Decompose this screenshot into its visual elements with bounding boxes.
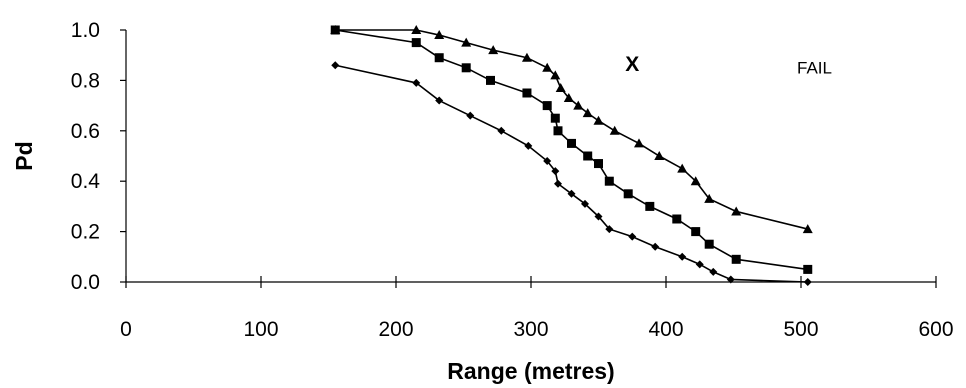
data-point-square bbox=[645, 201, 655, 211]
x-tick-label: 0 bbox=[120, 318, 132, 341]
x-tick-label: 200 bbox=[378, 318, 413, 341]
data-point-square bbox=[330, 25, 340, 35]
data-point-triangle bbox=[550, 70, 561, 80]
data-point-square bbox=[623, 189, 633, 199]
data-point-diamond bbox=[628, 232, 637, 241]
data-point-square bbox=[803, 264, 813, 274]
data-point-diamond bbox=[497, 126, 506, 135]
x-tick-label: 600 bbox=[918, 318, 953, 341]
data-point-diamond bbox=[605, 225, 614, 234]
data-point-diamond bbox=[678, 252, 687, 261]
data-point-square bbox=[486, 75, 495, 85]
data-point-diamond bbox=[551, 167, 560, 176]
data-point-triangle bbox=[677, 163, 688, 173]
data-point-triangle bbox=[555, 82, 566, 92]
data-point-square bbox=[434, 53, 444, 63]
y-tick-label: 0.2 bbox=[71, 221, 100, 244]
data-point-diamond bbox=[709, 267, 718, 276]
data-point-triangle bbox=[802, 224, 813, 234]
annotation-label: FAIL bbox=[797, 58, 832, 77]
x-tick-label: 400 bbox=[648, 318, 683, 341]
y-tick-label: 0.4 bbox=[71, 170, 101, 193]
series-line-diamond bbox=[335, 64, 808, 283]
data-point-triangle bbox=[461, 37, 472, 47]
data-point-triangle bbox=[521, 52, 532, 62]
data-point-diamond bbox=[651, 242, 660, 251]
data-point-diamond bbox=[412, 78, 421, 87]
series-layer bbox=[330, 25, 813, 286]
data-point-triangle bbox=[654, 151, 665, 160]
data-point-triangle bbox=[634, 138, 644, 148]
data-point-diamond bbox=[581, 199, 589, 208]
data-point-triangle bbox=[731, 206, 742, 216]
data-point-square bbox=[583, 151, 593, 161]
data-point-square bbox=[691, 227, 701, 237]
y-axis-title: Pd bbox=[11, 141, 37, 170]
data-point-diamond bbox=[594, 212, 603, 221]
data-point-diamond bbox=[695, 260, 704, 269]
data-point-triangle bbox=[573, 100, 584, 110]
data-point-square bbox=[522, 88, 532, 98]
series-line-square bbox=[335, 29, 808, 271]
x-axis-title: Range (metres) bbox=[447, 358, 614, 384]
data-point-triangle bbox=[542, 62, 553, 72]
y-tick-label: 0.6 bbox=[71, 120, 100, 143]
data-point-square bbox=[553, 126, 563, 136]
data-point-diamond bbox=[524, 141, 533, 150]
data-point-diamond bbox=[803, 278, 812, 286]
x-tick-label: 100 bbox=[243, 318, 278, 341]
data-point-triangle bbox=[411, 25, 422, 34]
data-point-triangle bbox=[488, 45, 499, 55]
data-point-diamond bbox=[554, 179, 562, 188]
data-point-diamond bbox=[726, 275, 735, 284]
data-point-square bbox=[604, 176, 614, 186]
series-line-triangle bbox=[335, 29, 808, 230]
data-point-triangle bbox=[434, 30, 445, 40]
x-tick-label: 500 bbox=[783, 318, 818, 341]
data-point-square bbox=[550, 113, 560, 123]
data-point-square bbox=[731, 254, 741, 264]
data-point-triangle bbox=[593, 115, 604, 125]
data-point-triangle bbox=[704, 193, 715, 203]
data-point-square bbox=[594, 159, 603, 169]
data-point-triangle bbox=[690, 176, 701, 186]
data-point-diamond bbox=[331, 61, 340, 70]
data-point-diamond bbox=[567, 189, 576, 198]
data-point-triangle bbox=[563, 93, 574, 103]
y-tick-label: 0.0 bbox=[71, 271, 100, 294]
data-point-diamond bbox=[435, 96, 444, 105]
x-tick-label: 300 bbox=[513, 318, 548, 341]
data-point-square bbox=[672, 214, 682, 224]
data-point-square bbox=[461, 63, 471, 73]
data-point-square bbox=[411, 38, 421, 48]
y-tick-label: 0.8 bbox=[71, 69, 100, 92]
annotation-label: X bbox=[625, 53, 639, 76]
data-point-diamond bbox=[543, 157, 552, 166]
labels-layer: 0.0 0.2 0.4 0.6 0.8 1.0 0 100 200 300 400 500 600 Ran… bbox=[11, 19, 954, 384]
y-tick-label: 1.0 bbox=[71, 19, 100, 42]
data-point-square bbox=[567, 138, 576, 148]
data-point-square bbox=[542, 101, 552, 111]
data-point-diamond bbox=[466, 111, 475, 120]
data-point-square bbox=[704, 239, 714, 249]
data-point-triangle bbox=[609, 125, 620, 135]
data-point-triangle bbox=[582, 108, 593, 118]
